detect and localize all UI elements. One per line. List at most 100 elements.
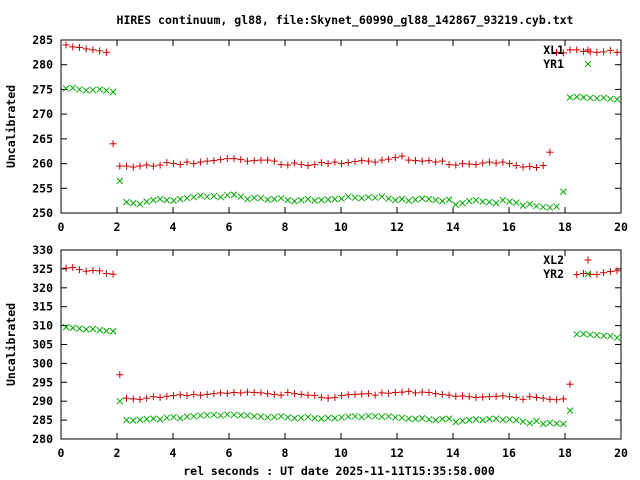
x-tick-label: 20	[614, 220, 628, 234]
data-point	[109, 140, 117, 148]
data-point	[586, 331, 594, 339]
data-point	[237, 411, 245, 419]
data-point	[89, 86, 97, 94]
data-point	[613, 267, 621, 275]
data-point	[129, 163, 137, 171]
data-point	[344, 391, 352, 399]
data-point	[89, 325, 97, 333]
series-XL1	[62, 41, 621, 172]
y-tick-label: 280	[32, 432, 53, 446]
data-point	[492, 199, 500, 207]
data-point	[338, 195, 345, 203]
y-tick-label: 320	[32, 281, 53, 295]
data-point	[512, 393, 520, 401]
data-point	[203, 411, 211, 419]
data-point	[210, 157, 218, 165]
data-point	[546, 419, 554, 427]
data-point	[257, 389, 265, 397]
data-point	[465, 393, 473, 401]
data-point	[291, 390, 299, 398]
data-point	[324, 394, 332, 402]
y-tick-label: 255	[32, 181, 53, 195]
data-point	[176, 161, 184, 169]
data-point	[559, 49, 567, 57]
data-point	[311, 414, 319, 422]
data-point	[364, 157, 372, 165]
data-point	[358, 390, 366, 398]
data-point	[418, 195, 426, 203]
data-point	[472, 161, 480, 169]
plot-frame	[60, 39, 622, 214]
data-point	[439, 415, 446, 423]
data-point	[405, 415, 413, 422]
data-point	[485, 158, 493, 166]
data-point	[533, 417, 540, 425]
data-point	[76, 86, 83, 93]
data-point	[512, 416, 520, 424]
data-point	[190, 160, 198, 168]
data-point	[163, 159, 171, 167]
data-point	[183, 158, 191, 166]
data-point	[129, 395, 137, 403]
data-point	[62, 41, 70, 49]
data-point	[445, 391, 453, 399]
x-tick-label: 12	[390, 446, 404, 460]
data-point	[459, 199, 466, 207]
data-point	[405, 197, 413, 204]
data-point	[244, 195, 251, 203]
data-point	[143, 161, 151, 169]
data-point	[311, 392, 319, 400]
data-point	[203, 390, 211, 398]
data-point	[465, 416, 473, 424]
data-point	[351, 390, 359, 398]
data-point	[223, 191, 231, 199]
data-point	[486, 415, 493, 423]
data-point	[452, 392, 460, 400]
y-tick-label: 305	[32, 338, 53, 352]
data-point	[163, 196, 171, 204]
y-tick-label: 280	[32, 58, 53, 72]
data-point	[102, 48, 110, 56]
top-panel: 0 2 4 6 8 10 12 14 16 18 20 250 255 260 265 270 275 280 28…	[4, 33, 628, 234]
y-tick-label: 310	[32, 319, 53, 333]
data-point	[418, 157, 426, 165]
data-point	[324, 160, 332, 168]
data-point	[69, 84, 77, 92]
data-point	[176, 391, 184, 399]
data-point	[210, 192, 218, 200]
y-tick-label: 265	[32, 132, 53, 146]
data-point	[385, 412, 392, 420]
data-point	[69, 324, 77, 332]
data-point	[102, 269, 110, 277]
data-point	[271, 413, 278, 421]
data-point	[338, 392, 346, 400]
data-point	[573, 330, 581, 338]
data-point	[499, 196, 507, 204]
data-point	[318, 196, 325, 204]
data-point	[371, 391, 379, 399]
data-point	[271, 195, 278, 203]
data-point	[459, 392, 467, 400]
data-point	[526, 419, 534, 427]
data-point	[391, 154, 399, 162]
data-point	[546, 148, 554, 156]
data-point	[439, 197, 446, 205]
data-point	[432, 416, 439, 424]
data-point	[539, 420, 547, 428]
data-point	[405, 387, 413, 395]
data-point	[580, 330, 587, 338]
data-point	[291, 197, 298, 205]
data-point	[593, 331, 601, 339]
data-point	[526, 163, 534, 171]
x-tick-label: 14	[446, 220, 460, 234]
data-point	[546, 204, 554, 211]
data-point	[600, 94, 607, 102]
data-point	[136, 416, 144, 424]
data-point	[559, 420, 567, 428]
data-point	[196, 158, 204, 166]
legend-marker	[584, 256, 592, 264]
data-point	[257, 413, 265, 421]
data-point	[123, 198, 130, 206]
data-point	[69, 43, 77, 51]
data-point	[412, 196, 419, 204]
